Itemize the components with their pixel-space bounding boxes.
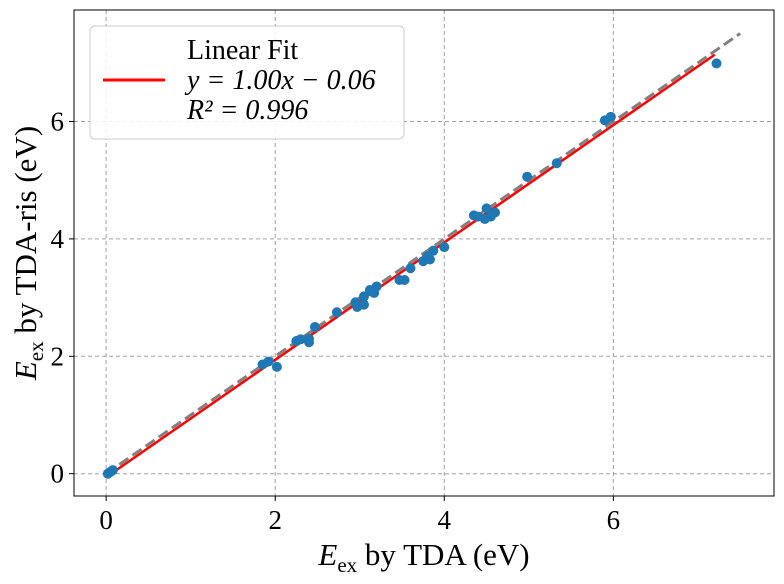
legend-equation: y = 1.00x − 0.06 (184, 65, 376, 96)
x-tick-label: 2 (268, 505, 282, 535)
data-point (371, 281, 382, 292)
grid-lines (74, 10, 774, 496)
data-point (428, 245, 439, 256)
data-points (102, 58, 722, 479)
data-point (358, 291, 369, 302)
x-axis-ticks: 0 2 4 6 (99, 496, 620, 535)
data-point (271, 361, 282, 372)
data-point (424, 254, 435, 265)
legend-box (89, 25, 405, 140)
y-axis-label: Eex by TDA-ris (eV) (8, 126, 48, 381)
y-tick-label: 4 (51, 224, 65, 254)
data-point (481, 203, 492, 214)
y-tick-label: 6 (51, 107, 65, 137)
data-point (551, 158, 562, 169)
data-point (107, 465, 118, 476)
data-point (263, 356, 274, 367)
x-tick-label: 6 (607, 505, 621, 535)
data-point (358, 299, 369, 310)
data-point (439, 242, 450, 253)
x-tick-label: 4 (438, 505, 452, 535)
identity-line-group (105, 32, 742, 475)
x-axis-label: Eex by TDA (eV) (317, 537, 529, 577)
legend-title: Linear Fit (187, 35, 298, 66)
data-point (331, 307, 342, 318)
data-point (490, 207, 501, 218)
data-point (304, 333, 315, 344)
legend: Linear Fit y = 1.00x − 0.06 R² = 0.996 (89, 25, 405, 140)
data-point (309, 321, 320, 332)
data-point (522, 171, 533, 182)
data-point (711, 58, 722, 69)
y-tick-label: 0 (51, 459, 65, 489)
plot-frame (73, 9, 775, 497)
x-tick-label: 0 (99, 505, 113, 535)
data-point (399, 275, 410, 285)
data-point (295, 334, 306, 345)
identity-line (105, 32, 742, 475)
data-point (605, 111, 616, 122)
y-tick-label: 2 (51, 341, 65, 371)
legend-r-squared: R² = 0.996 (186, 95, 308, 126)
data-point (405, 263, 416, 274)
y-axis-ticks: 0 2 4 6 (51, 107, 74, 489)
